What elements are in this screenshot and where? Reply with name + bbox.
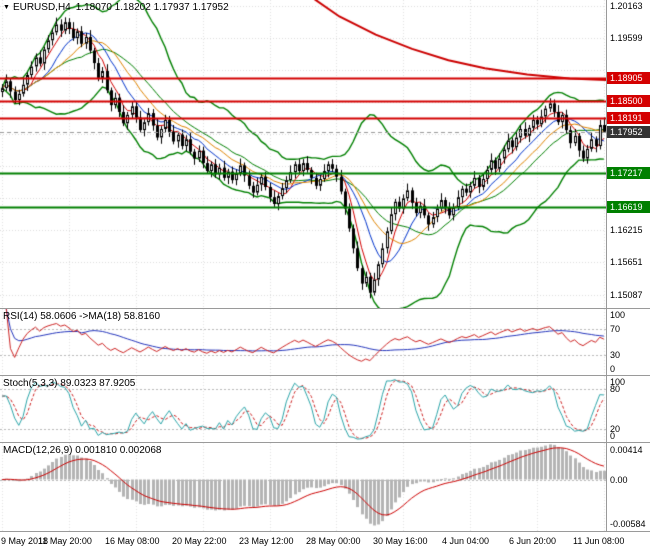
price-chart-canvas[interactable] bbox=[0, 0, 606, 308]
price-axis-label-resistance: 1.18500 bbox=[607, 95, 650, 107]
chart-title: ▼ EURUSD,H4 1.18070 1.18202 1.17937 1.1795… bbox=[3, 2, 229, 13]
macd-axis-label: 0.00 bbox=[610, 475, 628, 485]
time-axis-label: 30 May 16:00 bbox=[373, 536, 428, 546]
time-axis-label: 23 May 12:00 bbox=[239, 536, 294, 546]
price-axis-label-support: 1.16619 bbox=[607, 201, 650, 213]
time-axis-label: 9 May 2018 bbox=[1, 536, 49, 546]
price-axis-label-current: 1.17952 bbox=[607, 126, 650, 138]
price-axis-label-resistance: 1.18905 bbox=[607, 72, 650, 84]
price-axis-label-plain: 1.15651 bbox=[610, 257, 643, 267]
symbol-marker-icon: ▼ bbox=[3, 4, 10, 11]
stochastic-title: Stoch(5,3,3) 89.0323 87.9205 bbox=[3, 378, 136, 389]
time-axis-label: 28 May 00:00 bbox=[306, 536, 361, 546]
macd-panel: MACD(12,26,9) 0.001810 0.002068 0.00414 0… bbox=[0, 442, 650, 531]
rsi-panel: RSI(14) 58.0606 ->MA(18) 58.8160 100 70 30… bbox=[0, 308, 650, 375]
time-axis-label: 6 Jun 20:00 bbox=[509, 536, 557, 546]
price-axis-label-plain: 1.16215 bbox=[610, 225, 643, 235]
price-axis-label-support: 1.17217 bbox=[607, 167, 650, 179]
macd-axis-label: 0.00414 bbox=[610, 445, 643, 455]
price-chart-panel: ▼ EURUSD,H4 1.18070 1.18202 1.17937 1.1795… bbox=[0, 0, 650, 308]
rsi-axis-label: 30 bbox=[610, 350, 621, 360]
stochastic-axis-label: 0 bbox=[610, 431, 616, 441]
stochastic-axis-label: 20 bbox=[610, 424, 621, 434]
rsi-axis-label: 70 bbox=[610, 324, 621, 334]
macd-title: MACD(12,26,9) 0.001810 0.002068 bbox=[3, 445, 162, 456]
time-axis-label: 11 Jun 08:00 bbox=[573, 536, 625, 546]
rsi-axis[interactable]: 100 70 30 0 bbox=[606, 309, 650, 375]
stochastic-axis[interactable]: 100 80 20 0 bbox=[606, 376, 650, 442]
rsi-title: RSI(14) 58.0606 ->MA(18) 58.8160 bbox=[3, 311, 161, 322]
time-axis[interactable]: 9 May 2018 11 May 20:00 16 May 08:00 20 May… bbox=[0, 531, 650, 550]
time-axis-label: 20 May 22:00 bbox=[172, 536, 227, 546]
macd-axis-label: -0.00584 bbox=[610, 519, 646, 529]
chart-ohlc-values: 1.18070 1.18202 1.17937 1.17952 bbox=[75, 2, 229, 13]
time-axis-label: 4 Jun 04:00 bbox=[442, 536, 490, 546]
price-axis[interactable]: 1.20163 1.19599 1.18905 1.18500 1.18191 1.179… bbox=[606, 0, 650, 308]
stochastic-axis-label: 100 bbox=[610, 377, 626, 387]
price-axis-label-plain: 1.19599 bbox=[610, 33, 643, 43]
rsi-axis-label: 0 bbox=[610, 364, 616, 374]
price-axis-label-plain: 1.15087 bbox=[610, 290, 643, 300]
chart-symbol-label: EURUSD,H4 bbox=[12, 2, 71, 13]
stochastic-panel: Stoch(5,3,3) 89.0323 87.9205 100 80 20 0 bbox=[0, 375, 650, 442]
time-axis-label: 16 May 08:00 bbox=[105, 536, 160, 546]
rsi-canvas[interactable] bbox=[0, 309, 606, 375]
time-axis-label: 11 May 20:00 bbox=[38, 536, 92, 546]
macd-axis[interactable]: 0.00414 0.00 -0.00584 bbox=[606, 443, 650, 531]
rsi-axis-label: 100 bbox=[610, 310, 626, 320]
stochastic-axis-label: 80 bbox=[610, 384, 621, 394]
macd-canvas[interactable] bbox=[0, 443, 606, 531]
price-axis-label-plain: 1.20163 bbox=[610, 1, 643, 11]
stochastic-canvas[interactable] bbox=[0, 376, 606, 442]
price-axis-label-resistance: 1.18191 bbox=[607, 112, 650, 124]
